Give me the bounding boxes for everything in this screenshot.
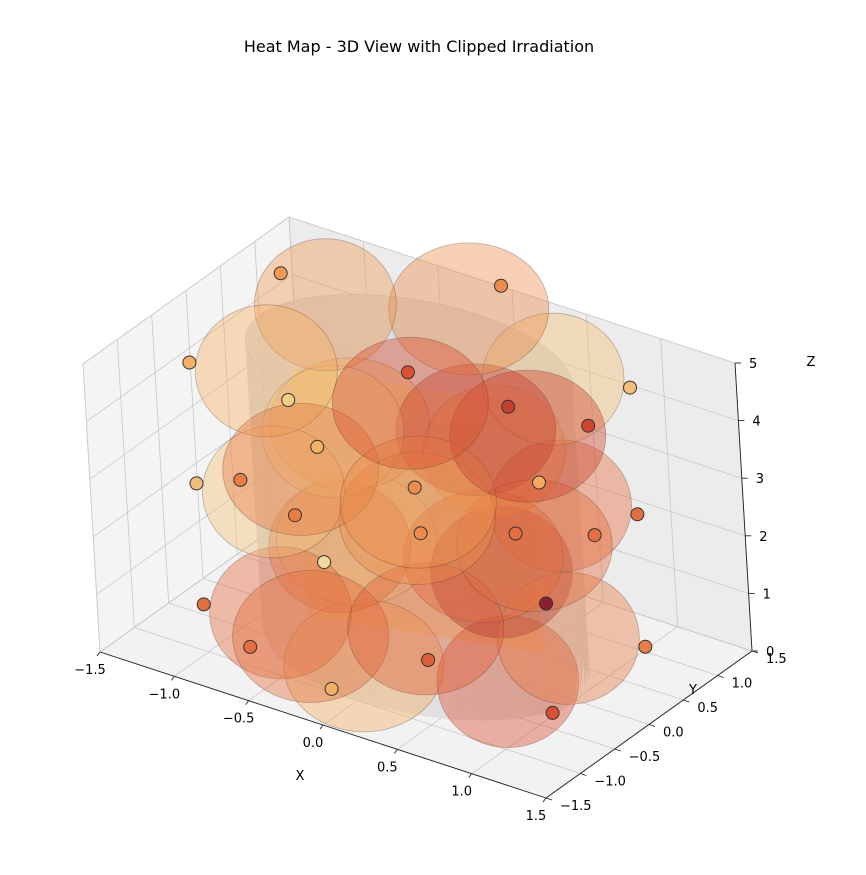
y-tick-mark — [683, 699, 690, 703]
z-axis-line — [734, 362, 753, 652]
data-point — [281, 393, 296, 407]
irradiation-patch — [496, 572, 640, 705]
irradiation-patch — [261, 364, 405, 498]
data-point — [587, 528, 602, 543]
y-tick-mark — [648, 724, 656, 727]
x-tick-label: −1.5 — [74, 663, 106, 678]
x-tick-mark — [319, 724, 324, 730]
y-tick-label: 1.5 — [766, 652, 787, 667]
irradiation-patch — [269, 357, 431, 491]
x-tick-label: 0.5 — [377, 760, 398, 775]
irradiation-patch — [402, 490, 564, 623]
irradiation-patch — [275, 472, 437, 606]
data-point — [233, 472, 248, 487]
x-tick-mark — [245, 700, 250, 705]
y-tick-mark — [614, 748, 621, 752]
data-point — [545, 705, 560, 720]
x-tick-mark — [468, 773, 473, 778]
data-point — [501, 399, 516, 414]
x-tick-mark — [542, 797, 547, 803]
irradiation-patch — [194, 304, 338, 438]
data-point — [182, 355, 197, 370]
y-tick-label: 0.0 — [663, 726, 684, 741]
chart-title: Heat Map - 3D View with Clipped Irradiat… — [244, 37, 594, 56]
data-point — [310, 439, 325, 454]
x-tick-label: 0.0 — [303, 736, 324, 751]
data-point — [273, 266, 288, 281]
data-point — [623, 380, 637, 395]
z-tick-label: 2 — [759, 530, 767, 545]
irradiation-patch — [283, 599, 445, 733]
y-axis-label: Y — [688, 683, 697, 698]
irradiation-surfaces — [194, 238, 640, 748]
z-tick-label: 5 — [749, 357, 757, 372]
data-point — [581, 418, 596, 433]
data-point — [243, 639, 258, 654]
irradiation-patch — [395, 363, 557, 497]
y-tick-label: −0.5 — [629, 750, 661, 765]
z-grid-line — [82, 216, 736, 365]
data-point — [317, 555, 332, 570]
data-point — [539, 596, 554, 611]
x-tick-label: 1.0 — [451, 785, 472, 800]
irradiation-patch — [429, 505, 573, 639]
irradiation-patch — [481, 312, 625, 446]
y-tick-mark — [580, 773, 587, 776]
y-tick-label: −1.5 — [560, 799, 592, 814]
data-point — [638, 639, 653, 654]
data-point — [508, 526, 523, 541]
x-tick-label: −1.0 — [149, 687, 181, 702]
data-point — [189, 476, 204, 491]
data-point — [413, 526, 428, 541]
scatter-points — [182, 266, 653, 720]
data-point — [421, 653, 436, 667]
y-tick-label: 0.5 — [697, 701, 718, 716]
x-tick-mark — [170, 676, 175, 681]
y-tick-label: 1.0 — [732, 677, 753, 692]
z-tick-label: 3 — [756, 472, 764, 487]
data-point — [196, 597, 211, 612]
y-tick-mark — [717, 675, 724, 678]
irradiation-patch — [232, 570, 390, 703]
irradiation-patch — [331, 336, 489, 470]
irradiation-patch — [338, 452, 496, 585]
x-tick-label: 1.5 — [526, 809, 547, 824]
y-tick-mark — [545, 797, 553, 801]
z-axis-label: Z — [807, 355, 816, 370]
z-tick-label: 4 — [752, 415, 760, 430]
data-point — [494, 278, 508, 293]
x-tick-label: −0.5 — [223, 712, 255, 727]
z-tick-label: 0 — [766, 645, 774, 660]
x-tick-mark — [393, 749, 398, 754]
data-point — [407, 480, 422, 495]
data-point — [532, 475, 546, 490]
irradiated-core — [292, 367, 543, 654]
data-point — [630, 507, 645, 522]
irradiation-patch — [222, 402, 380, 536]
irradiation-patch — [449, 369, 607, 503]
data-point — [400, 365, 415, 380]
irradiation-patch — [339, 435, 497, 569]
x-axis-label: X — [296, 769, 305, 784]
data-point — [288, 508, 302, 523]
data-point — [324, 681, 339, 696]
x-tick-mark — [96, 651, 101, 657]
irradiation-patch — [436, 615, 580, 748]
tick-labels: −1.5−1.0−0.50.00.51.01.5−1.5−1.0−0.50.00… — [74, 357, 786, 824]
y-tick-label: −1.0 — [594, 775, 626, 790]
irradiation-patch — [253, 238, 397, 372]
irradiation-patch — [422, 384, 566, 518]
irradiation-patch — [202, 425, 345, 559]
irradiation-patch — [347, 562, 505, 696]
z-tick-label: 1 — [763, 587, 771, 602]
irradiation-patch — [268, 480, 412, 613]
irradiation-patch — [388, 242, 550, 376]
z-grid-line — [86, 274, 739, 422]
